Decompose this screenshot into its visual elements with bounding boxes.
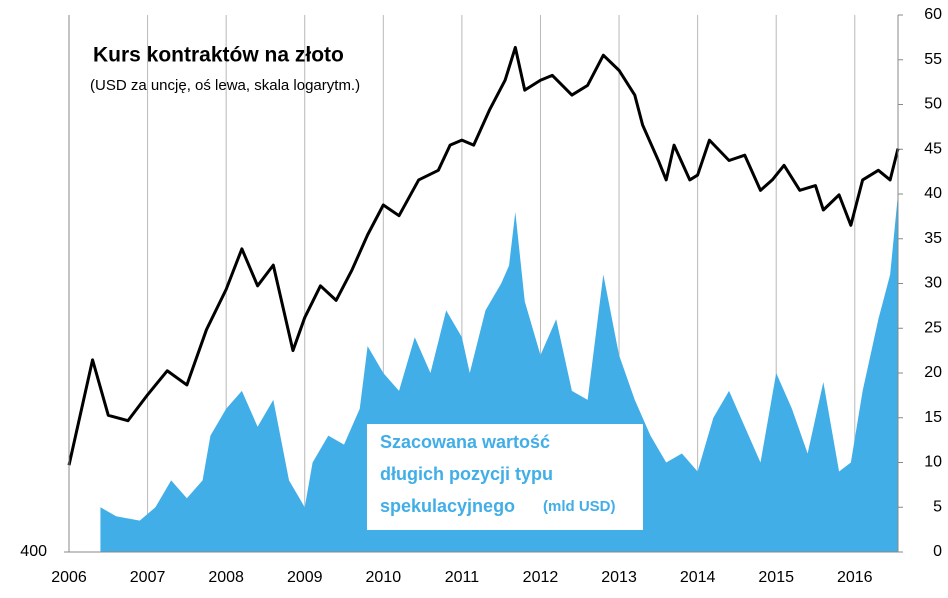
x-tick-label: 2014 xyxy=(680,569,716,586)
y2-tick-label: 40 xyxy=(924,185,942,202)
x-tick-label: 2011 xyxy=(445,569,480,586)
annotation-line: długich pozycji typu xyxy=(380,464,553,484)
y2-tick-label: 30 xyxy=(924,275,942,292)
x-tick-label: 2012 xyxy=(523,569,559,586)
line xyxy=(67,45,900,466)
y2-tick-label: 15 xyxy=(924,409,942,426)
y2-tick-label: 60 xyxy=(924,6,942,23)
y-tick-label: 400 xyxy=(20,543,47,560)
y2-tick-label: 45 xyxy=(924,140,942,157)
y2-tick-label: 50 xyxy=(924,96,942,113)
y2-tick-label: 20 xyxy=(924,364,942,381)
y2-tick-label: 10 xyxy=(924,454,942,471)
y2-tick-label: 55 xyxy=(924,51,942,68)
annotation-line: spekulacyjnego xyxy=(380,496,515,516)
y2-tick-label: 35 xyxy=(924,230,942,247)
x-tick-label: 2006 xyxy=(51,569,87,586)
chart-subtitle: (USD za uncję, oś lewa, skala logarytm.) xyxy=(90,77,360,94)
x-tick-label: 2007 xyxy=(130,569,166,586)
y2-tick-label: 0 xyxy=(933,543,942,560)
x-tick-label: 2008 xyxy=(208,569,244,586)
x-tick-label: 2009 xyxy=(287,569,323,586)
annotation-box xyxy=(367,424,643,530)
annotation-line: Szacowana wartość xyxy=(380,432,550,452)
chart-title: Kurs kontraktów na złoto xyxy=(93,44,344,67)
x-tick-label: 2013 xyxy=(601,569,637,586)
x-tick-label: 2016 xyxy=(837,569,873,586)
y2-tick-label: 25 xyxy=(924,319,942,336)
plot-area: 2006 2007 2008 2009 2010 2011 2012 2013 2014 2015… xyxy=(20,6,942,586)
area xyxy=(100,194,899,552)
annotation-unit: (mld USD) xyxy=(543,498,616,515)
y2-tick-label: 5 xyxy=(933,498,942,515)
x-tick-label: 2010 xyxy=(366,569,402,586)
x-tick-label: 2015 xyxy=(758,569,794,586)
